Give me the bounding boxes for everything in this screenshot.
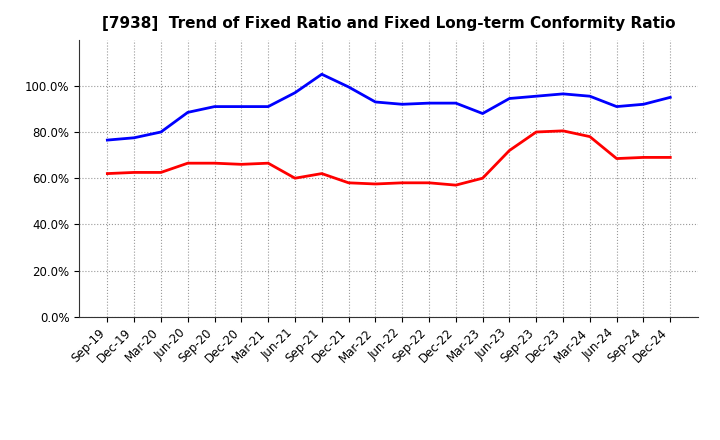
Fixed Long-term Conformity Ratio <box>559 128 567 133</box>
Fixed Ratio <box>264 104 272 109</box>
Fixed Long-term Conformity Ratio <box>318 171 326 176</box>
Fixed Long-term Conformity Ratio <box>612 156 621 161</box>
Fixed Long-term Conformity Ratio <box>425 180 433 185</box>
Fixed Long-term Conformity Ratio <box>639 155 648 160</box>
Fixed Long-term Conformity Ratio <box>344 180 353 185</box>
Fixed Long-term Conformity Ratio <box>184 161 192 166</box>
Fixed Long-term Conformity Ratio <box>666 155 675 160</box>
Fixed Ratio <box>103 137 112 143</box>
Fixed Ratio <box>184 110 192 115</box>
Fixed Ratio <box>478 111 487 116</box>
Fixed Long-term Conformity Ratio <box>451 183 460 188</box>
Fixed Ratio <box>425 100 433 106</box>
Fixed Ratio <box>559 91 567 96</box>
Fixed Ratio <box>612 104 621 109</box>
Fixed Ratio <box>130 135 138 140</box>
Fixed Ratio <box>371 99 379 105</box>
Fixed Ratio <box>451 100 460 106</box>
Fixed Ratio <box>505 96 514 101</box>
Fixed Ratio <box>585 94 594 99</box>
Line: Fixed Ratio: Fixed Ratio <box>107 74 670 140</box>
Fixed Ratio <box>398 102 407 107</box>
Fixed Long-term Conformity Ratio <box>130 170 138 175</box>
Fixed Long-term Conformity Ratio <box>398 180 407 185</box>
Fixed Ratio <box>344 84 353 90</box>
Line: Fixed Long-term Conformity Ratio: Fixed Long-term Conformity Ratio <box>107 131 670 185</box>
Fixed Ratio <box>666 95 675 100</box>
Fixed Long-term Conformity Ratio <box>103 171 112 176</box>
Fixed Long-term Conformity Ratio <box>157 170 166 175</box>
Fixed Ratio <box>318 72 326 77</box>
Fixed Long-term Conformity Ratio <box>505 148 514 153</box>
Title: [7938]  Trend of Fixed Ratio and Fixed Long-term Conformity Ratio: [7938] Trend of Fixed Ratio and Fixed Lo… <box>102 16 675 32</box>
Fixed Long-term Conformity Ratio <box>291 176 300 181</box>
Fixed Long-term Conformity Ratio <box>478 176 487 181</box>
Fixed Ratio <box>157 129 166 135</box>
Fixed Long-term Conformity Ratio <box>264 161 272 166</box>
Fixed Ratio <box>237 104 246 109</box>
Fixed Ratio <box>291 90 300 95</box>
Fixed Long-term Conformity Ratio <box>210 161 219 166</box>
Fixed Long-term Conformity Ratio <box>371 181 379 187</box>
Fixed Ratio <box>210 104 219 109</box>
Fixed Ratio <box>639 102 648 107</box>
Fixed Long-term Conformity Ratio <box>532 129 541 135</box>
Fixed Long-term Conformity Ratio <box>237 161 246 167</box>
Fixed Long-term Conformity Ratio <box>585 134 594 139</box>
Fixed Ratio <box>532 94 541 99</box>
